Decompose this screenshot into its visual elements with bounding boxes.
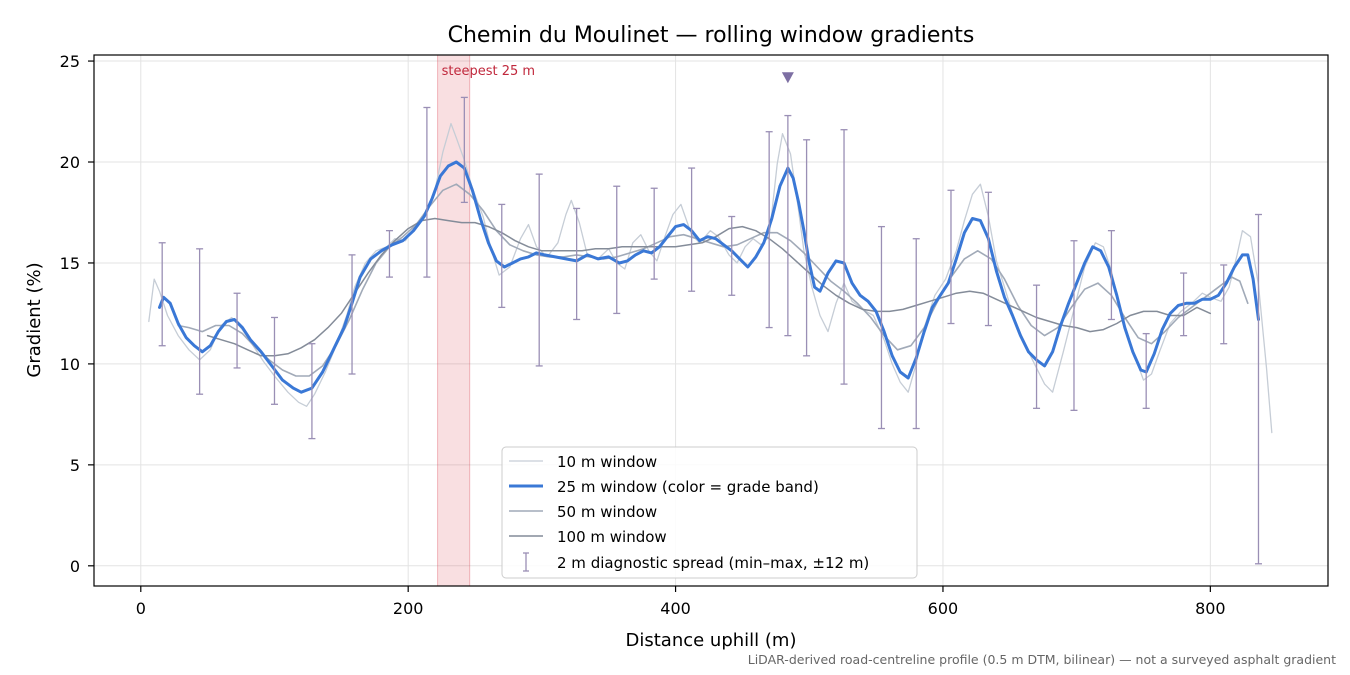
spread-bar [1070,240,1078,411]
spread-bar [498,203,506,309]
spread-bar [196,248,204,395]
spread-bar [270,316,278,405]
spread-bar [984,191,992,327]
spread-bar [650,187,658,280]
spread-bar [460,96,468,204]
spread-bar [877,225,885,430]
spread-bar [1254,213,1262,565]
spread-bar [912,238,920,430]
spread-bar [1033,284,1041,409]
y-tick-label: 15 [60,254,80,273]
y-tick-label: 0 [70,557,80,576]
spread-bar [1180,272,1188,337]
spread-bar [535,173,543,367]
series-line-10m [148,122,1273,434]
series-layer [148,122,1273,434]
x-axis-ticks: 0 200 400 600 800 [136,586,1226,618]
steepest-section-label: steepest 25 m [442,64,535,79]
legend-label-50m: 50 m window [557,503,657,521]
spread-bar [308,343,316,440]
series-line-25m [158,160,1260,394]
x-tick-label: 200 [393,599,424,618]
y-axis-label: Gradient (%) [24,262,45,377]
y-tick-label: 20 [60,153,80,172]
spread-bar [233,292,241,369]
spread-bar [784,114,792,337]
x-tick-label: 600 [928,599,959,618]
y-tick-label: 5 [70,456,80,475]
spread-bar [803,139,811,357]
legend-swatch-spread [523,552,529,572]
y-tick-label: 25 [60,52,80,71]
legend: 10 m window 25 m window (color = grade b… [501,446,918,579]
legend-label-100m: 100 m window [557,528,667,546]
legend-label-10m: 10 m window [557,453,657,471]
x-tick-label: 0 [136,599,146,618]
spread-bar [573,207,581,321]
spread-bar [840,129,848,385]
marker-layer: steepest 25 m [442,64,794,84]
x-tick-label: 400 [660,599,691,618]
max-gradient-marker [781,72,794,84]
chart-title: Chemin du Moulinet — rolling window grad… [448,23,975,48]
spread-layer [158,96,1262,565]
spread-bar [348,254,356,375]
spread-bar [1142,332,1150,409]
x-axis-label: Distance uphill (m) [626,630,797,651]
legend-label-spread: 2 m diagnostic spread (min–max, ±12 m) [557,554,869,572]
series-line-100m [206,217,1212,357]
plot-frame [93,54,1329,587]
y-axis-ticks: 0 5 10 15 20 25 [60,52,94,576]
spread-bar [385,230,393,278]
spread-bar [947,189,955,325]
spread-bar [613,185,621,315]
legend-box [501,446,918,579]
spread-bar [1107,230,1115,321]
y-tick-label: 10 [60,355,80,374]
spread-bar [688,167,696,292]
footnote: LiDAR-derived road-centreline profile (0… [748,652,1336,667]
series-line-50m [177,183,1249,377]
spread-bar [1220,264,1228,345]
spread-bar [765,131,773,329]
x-tick-label: 800 [1195,599,1226,618]
spread-bar [158,242,166,347]
legend-label-25m: 25 m window (color = grade band) [557,478,819,496]
spread-bar [728,215,736,296]
spread-bar [423,106,431,278]
